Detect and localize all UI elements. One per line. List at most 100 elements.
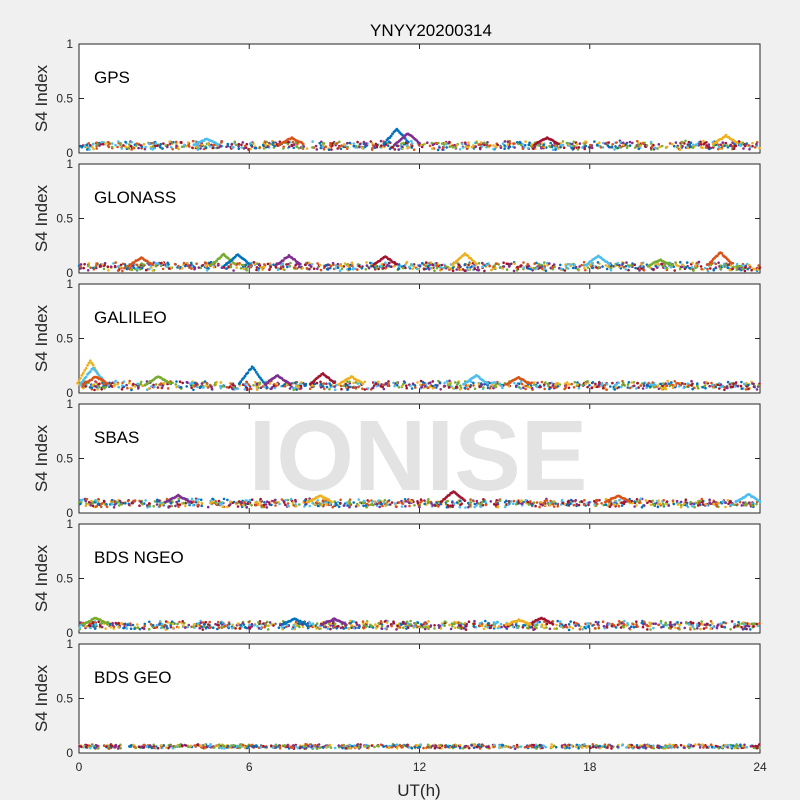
data-point	[79, 626, 82, 629]
data-point	[162, 142, 165, 145]
data-point	[724, 506, 727, 509]
data-point	[591, 267, 594, 270]
data-point	[648, 500, 651, 503]
data-point	[300, 387, 303, 390]
data-point	[387, 380, 390, 383]
panel-bds-ngeo: 00.51S4 Index BDS NGEO	[32, 517, 761, 640]
data-point	[127, 624, 130, 627]
data-point	[380, 620, 383, 623]
data-point	[144, 146, 147, 149]
data-point	[673, 503, 676, 506]
data-point	[454, 381, 457, 384]
data-point	[637, 386, 640, 389]
panel-name: GPS	[94, 68, 130, 87]
data-point	[235, 266, 238, 269]
data-point	[429, 145, 432, 148]
data-point	[470, 384, 473, 387]
data-point	[278, 626, 281, 629]
data-point	[661, 387, 664, 390]
data-point	[529, 382, 532, 385]
data-point	[101, 263, 104, 266]
data-point	[591, 624, 594, 627]
data-point	[85, 367, 88, 370]
data-point	[206, 269, 209, 272]
data-point	[607, 266, 610, 269]
data-point	[231, 146, 234, 149]
data-point	[674, 380, 677, 383]
data-point	[237, 622, 240, 625]
data-point	[397, 145, 400, 148]
data-point	[349, 142, 352, 145]
data-point	[736, 503, 739, 506]
data-point	[629, 387, 632, 390]
data-point	[503, 144, 506, 147]
data-point	[634, 146, 637, 149]
y-tick-label: 0.5	[56, 92, 73, 106]
data-point	[557, 143, 560, 146]
data-point	[528, 144, 531, 147]
data-point	[584, 140, 587, 143]
data-point	[284, 385, 287, 388]
y-tick-label: 1	[66, 157, 73, 171]
data-point	[242, 141, 245, 144]
y-tick-label: 1	[66, 517, 73, 531]
data-point	[705, 144, 708, 147]
data-point	[512, 626, 515, 629]
data-point	[359, 143, 362, 146]
data-point	[181, 267, 184, 270]
data-point	[666, 146, 669, 149]
data-point	[114, 384, 117, 387]
data-point	[600, 384, 603, 387]
data-point	[618, 146, 621, 149]
data-point	[334, 267, 337, 270]
data-point	[141, 267, 144, 270]
data-point	[398, 263, 401, 266]
data-point	[320, 386, 323, 389]
data-point	[306, 267, 309, 270]
data-point	[656, 266, 659, 269]
data-point	[259, 387, 262, 390]
data-point	[609, 505, 612, 508]
data-point	[328, 388, 331, 391]
data-point	[198, 266, 201, 269]
data-point	[344, 262, 347, 265]
data-point	[739, 265, 742, 268]
data-point	[466, 266, 469, 269]
data-point	[444, 265, 447, 268]
data-point	[595, 621, 598, 624]
data-point	[260, 266, 263, 269]
data-point	[427, 387, 430, 390]
data-point	[250, 144, 253, 147]
data-point	[566, 626, 569, 629]
data-point	[382, 267, 385, 270]
data-point	[282, 147, 285, 150]
data-point	[243, 147, 246, 150]
data-point	[200, 499, 203, 502]
data-point	[313, 267, 316, 270]
data-point	[574, 267, 577, 270]
data-point	[175, 145, 178, 148]
data-point	[651, 381, 654, 384]
data-point	[120, 503, 123, 506]
data-point	[115, 622, 118, 625]
data-point	[396, 384, 399, 387]
data-point	[191, 498, 194, 501]
data-point	[259, 382, 262, 385]
data-point	[221, 506, 224, 509]
data-point	[560, 268, 563, 271]
data-point	[583, 261, 586, 264]
data-point	[126, 387, 129, 390]
data-point	[721, 385, 724, 388]
data-point	[93, 389, 96, 392]
data-point	[175, 501, 178, 504]
data-point	[453, 144, 456, 147]
data-point	[192, 504, 195, 507]
data-point	[576, 143, 579, 146]
data-point	[679, 268, 682, 271]
data-point	[411, 268, 414, 271]
data-point	[513, 146, 516, 149]
data-point	[687, 147, 690, 150]
data-point	[429, 381, 432, 384]
data-point	[192, 140, 195, 143]
data-point	[165, 625, 168, 628]
